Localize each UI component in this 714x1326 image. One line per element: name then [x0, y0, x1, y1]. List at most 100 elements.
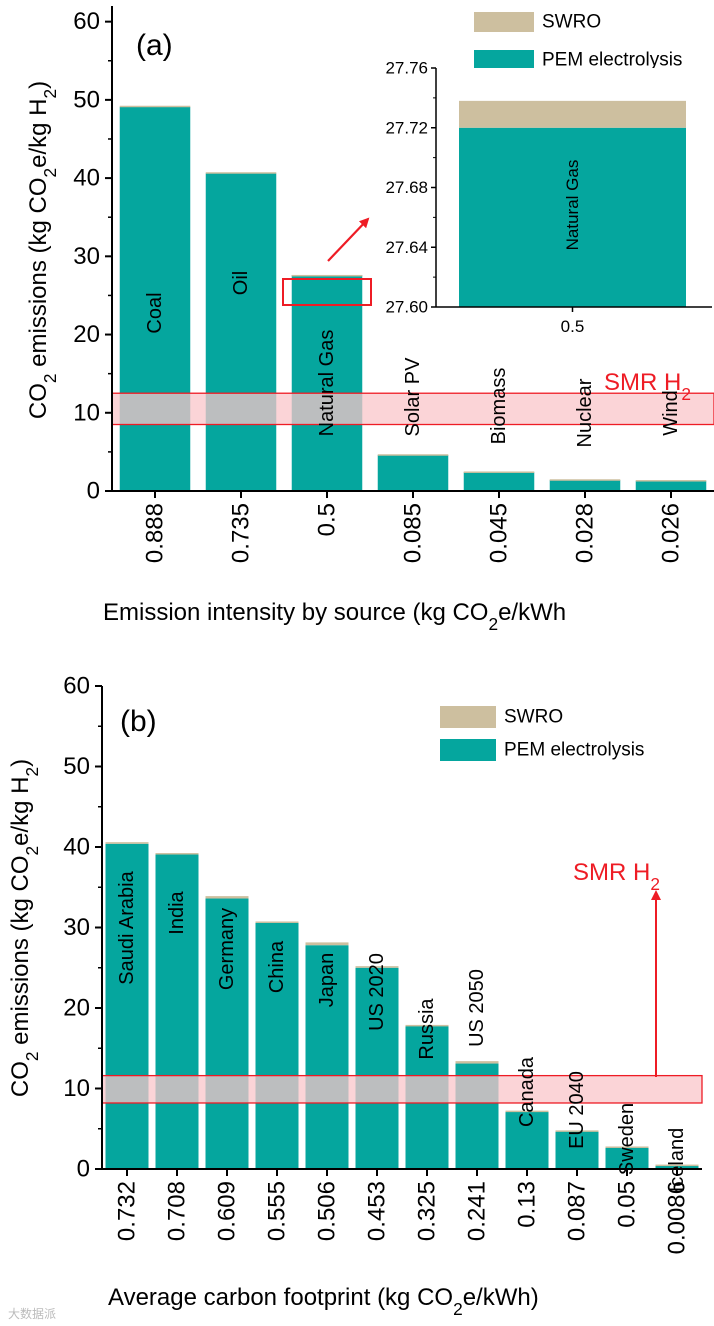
y-axis-title-part: e/kg H: [25, 98, 52, 167]
legend-swatch-swro: [474, 12, 534, 32]
x-axis-title-part: e/kWh): [463, 1284, 539, 1311]
inset-bar-swro: [459, 100, 686, 128]
bar-swro: [255, 921, 299, 923]
bar-pem: [655, 1165, 699, 1169]
bar-swro: [155, 853, 199, 855]
y-tick-label: 10: [63, 1075, 90, 1102]
bar-swro: [455, 1061, 499, 1064]
bar-swro: [377, 454, 449, 456]
bar-pem: [205, 173, 277, 491]
bar-pem: [205, 898, 249, 1169]
y-tick-label: 0: [87, 478, 100, 505]
x-axis-title-part: 2: [453, 1299, 463, 1319]
x-tick-label: 0.453: [364, 1181, 391, 1241]
y-tick-label: 60: [73, 8, 100, 35]
y-tick-label: 20: [73, 321, 100, 348]
bar-label: US 2050: [466, 969, 488, 1047]
y-axis-title-part: emissions (kg CO: [25, 177, 52, 373]
bar-label: EU 2040: [566, 1071, 588, 1149]
legend-swatch-pem: [440, 739, 496, 761]
bar-label: Solar PV: [402, 357, 424, 437]
x-axis-title-part: e/kWh: [498, 599, 566, 626]
y-axis-title-part: e/kg H: [7, 776, 34, 845]
bar-label: Wind: [660, 390, 682, 436]
bar-label: Canada: [516, 1056, 538, 1127]
panel-label: (a): [136, 29, 173, 62]
x-axis-title: Average carbon footprint (kg CO2e/kWh): [108, 1284, 539, 1319]
smr-band: [101, 1074, 703, 1104]
y-axis-title-part: 2: [22, 1052, 42, 1062]
legend-swatch-swro: [440, 706, 496, 728]
bar-label: Nuclear: [574, 378, 596, 447]
x-tick-label: 0.028: [572, 503, 599, 563]
bar-pem: [305, 945, 349, 1169]
panel-b-chart: Saudi Arabia India Germany China Japan US 202…: [7, 673, 703, 1319]
inset-y-tick-label: 27.72: [385, 118, 428, 137]
highlight-box: [282, 278, 372, 306]
y-axis-title-part: 2: [40, 374, 60, 384]
y-tick-label: 50: [63, 753, 90, 780]
x-tick-label: 0.325: [414, 1181, 441, 1241]
bar-label: Coal: [144, 292, 166, 333]
legend-label-swro: SWRO: [542, 12, 601, 33]
bar-pem: [549, 480, 621, 491]
y-tick-label: 20: [63, 995, 90, 1022]
panel-a-chart: Coal Oil Natural Gas Solar PV Biomass Nuclear…: [25, 6, 714, 634]
x-axis-title-part: Emission intensity by source (kg CO: [103, 599, 488, 626]
x-tick-label: 0.506: [314, 1181, 341, 1241]
inset-y-tick-label: 27.64: [385, 238, 428, 257]
legend-label-pem: PEM electrolysis: [542, 50, 682, 71]
x-tick-label: 0.085: [400, 503, 427, 563]
legend-label-pem: PEM electrolysis: [504, 740, 644, 761]
x-axis-title-part: 2: [488, 614, 498, 634]
inset-x-tick-label: 0.5: [561, 317, 585, 336]
bar-pem: [105, 843, 149, 1169]
bar-swro: [205, 172, 277, 174]
bar-label: US 2020: [366, 953, 388, 1031]
bar-label: Sweden: [616, 1103, 638, 1175]
bar-swro: [105, 842, 149, 844]
bar-swro: [635, 480, 707, 482]
y-tick-label: 40: [63, 834, 90, 861]
x-tick-label: 0.087: [564, 1181, 591, 1241]
x-tick-label: 0.708: [164, 1181, 191, 1241]
y-axis-title-part: CO: [25, 383, 52, 419]
y-axis-title-part: 2: [22, 846, 42, 856]
x-tick-label: 0.241: [464, 1181, 491, 1241]
smr-band: [111, 392, 714, 426]
bar-label: Russia: [416, 998, 438, 1060]
bar-label: India: [166, 890, 188, 934]
bar-pem: [505, 1111, 549, 1169]
bar-swro: [605, 1146, 649, 1148]
bar-swro: [205, 896, 249, 899]
bar-swro: [549, 479, 621, 481]
x-axis-title: Emission intensity by source (kg CO2e/kW…: [103, 599, 566, 634]
x-tick-label: 0.0086: [664, 1181, 691, 1254]
bar-label: Saudi Arabia: [116, 870, 138, 984]
bar-pem: [377, 455, 449, 491]
y-axis-title-part: emissions (kg CO: [7, 855, 34, 1051]
inset-y-tick-label: 27.76: [385, 59, 428, 78]
y-tick-label: 40: [73, 165, 100, 192]
bar-label: Natural Gas: [316, 330, 338, 437]
bar-label: Germany: [216, 908, 238, 990]
x-tick-label: 0.555: [264, 1181, 291, 1241]
y-axis-title-part: 2: [22, 767, 42, 777]
y-tick-label: 60: [63, 673, 90, 700]
smr-label-part: SMR H: [573, 859, 650, 886]
x-tick-label: 0.888: [142, 503, 169, 563]
inset-y-tick-label: 27.60: [385, 298, 428, 317]
bar-pem: [555, 1131, 599, 1169]
x-tick-label: 0.735: [228, 503, 255, 563]
x-tick-label: 0.732: [114, 1181, 141, 1241]
x-tick-label: 0.13: [514, 1181, 541, 1228]
bar-pem: [291, 275, 363, 491]
bar-swro: [405, 1024, 449, 1027]
watermark: 大数据派: [8, 1306, 56, 1321]
x-tick-label: 0.026: [658, 503, 685, 563]
bar-label: Oil: [230, 271, 252, 295]
inset-bar-pem: [459, 127, 686, 307]
inset-chart: 27.60 27.64 27.68 27.72 27.76 0.5 Natural Gas: [385, 59, 712, 336]
bar-swro: [463, 471, 535, 473]
y-axis-title-part: CO: [7, 1061, 34, 1097]
